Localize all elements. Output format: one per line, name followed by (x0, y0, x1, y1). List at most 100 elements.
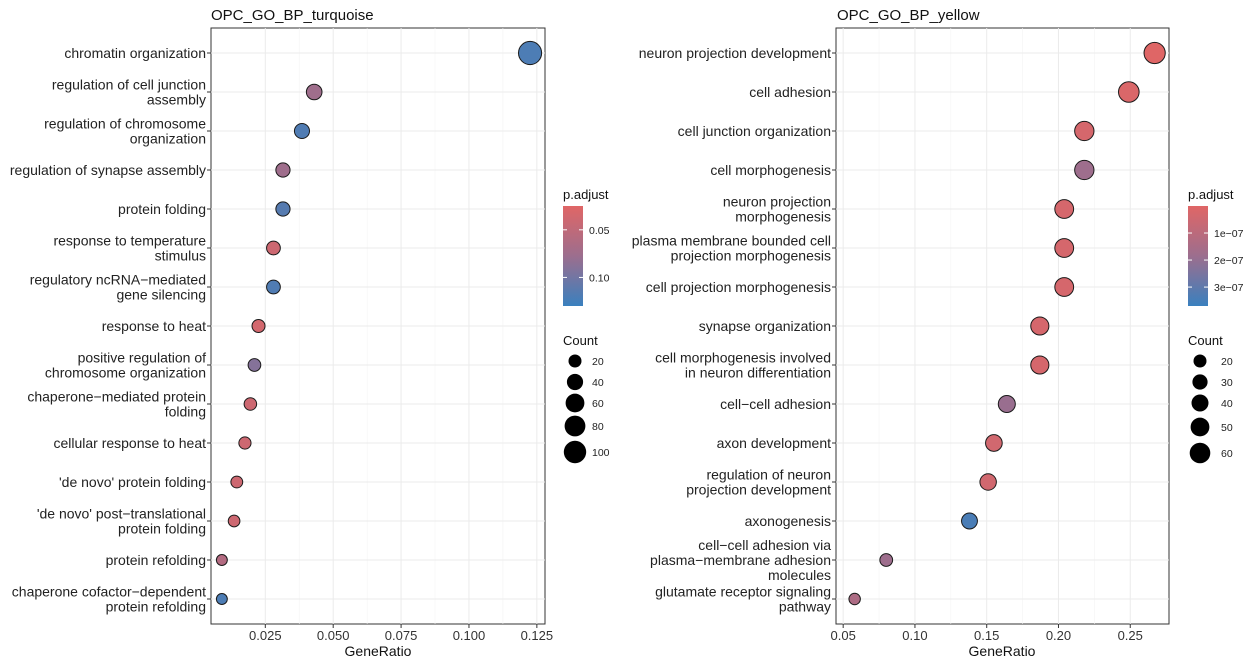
y-tick-label-line: protein folding (118, 521, 206, 537)
y-tick-label: neuron projection morphogenesis (723, 194, 831, 225)
x-tick-label: 0.25 (1118, 628, 1143, 643)
y-tick-label-line: 'de novo' post−translational (37, 506, 206, 522)
size-legend-dot (1192, 374, 1208, 390)
data-point (215, 554, 228, 566)
color-bar (1188, 206, 1208, 306)
data-point (293, 122, 311, 140)
size-legend-dot (1193, 354, 1207, 368)
data-point (1074, 120, 1095, 142)
y-tick-label-line: regulation of cell junction (52, 77, 206, 93)
y-tick-label-line: projection morphogenesis (671, 248, 831, 264)
x-axis-title: GeneRatio (345, 643, 412, 659)
y-tick-label: synapse organization (699, 318, 831, 334)
data-point (247, 358, 262, 372)
size-legend-dot (568, 354, 582, 368)
y-tick-label-line: response to temperature (53, 233, 206, 249)
data-point (985, 434, 1003, 452)
y-tick-label-line: cell morphogenesis (710, 162, 831, 178)
x-axis-title: GeneRatio (969, 643, 1036, 659)
y-tick-label: response to heat (102, 318, 206, 334)
y-tick-label: regulation of neuron projection developme… (686, 467, 831, 498)
y-tick-label: chaperone−mediated protein folding (27, 389, 206, 420)
y-tick-label-line: protein refolding (106, 599, 206, 615)
size-legend-label: 20 (1221, 356, 1233, 368)
y-tick-label: positive regulation of chromosome organiz… (45, 350, 206, 381)
y-tick-label-line: chromatin organization (64, 45, 206, 61)
y-tick-label-line: cellular response to heat (53, 435, 206, 451)
data-point (1054, 199, 1075, 219)
y-tick-label-line: synapse organization (699, 318, 831, 334)
size-legend-title: Count (1188, 333, 1223, 348)
y-tick-label: protein folding (118, 201, 206, 217)
y-tick-label-line: regulation of synapse assembly (10, 162, 206, 178)
y-tick-label: cell morphogenesis involved in neuron dif… (655, 350, 831, 381)
color-bar-label: 0.10 (589, 272, 610, 284)
y-tick-label: cell junction organization (678, 123, 831, 139)
x-tick-label: 0.125 (521, 628, 554, 643)
size-legend-label: 80 (592, 421, 604, 433)
data-point (517, 40, 543, 66)
x-tick-label: 0.15 (974, 628, 999, 643)
data-point (879, 553, 894, 567)
y-tick-label-line: protein folding (118, 201, 206, 217)
color-bar (563, 206, 583, 306)
color-bar-label: 0.05 (589, 225, 610, 237)
y-tick-label-line: stimulus (155, 248, 206, 264)
size-legend-dot (564, 415, 586, 437)
y-tick-label-line: plasma membrane bounded cell (632, 233, 831, 249)
data-point (1054, 238, 1075, 258)
y-tick-label-line: 'de novo' protein folding (59, 474, 206, 490)
y-tick-label-line: response to heat (102, 318, 206, 334)
y-tick-label: response to temperature stimulus (53, 233, 206, 264)
y-tick-label: chaperone cofactor−dependent protein refo… (12, 584, 206, 615)
y-tick-label-line: pathway (779, 599, 831, 615)
size-legend-dot (563, 440, 587, 464)
panel-title: OPC_GO_BP_turquoise (211, 7, 374, 24)
size-legend-dot (566, 373, 584, 391)
data-point (266, 240, 281, 256)
data-point (251, 319, 266, 333)
data-point (1143, 41, 1166, 65)
data-point (230, 475, 244, 489)
x-tick-label: 0.075 (385, 628, 418, 643)
color-legend-title: p.adjust (1188, 187, 1234, 202)
data-point (275, 201, 291, 217)
size-legend-dot (1191, 394, 1209, 412)
y-tick-label: cellular response to heat (53, 435, 206, 451)
x-tick-label: 0.10 (902, 628, 927, 643)
y-tick-label-line: cell morphogenesis involved (655, 350, 831, 366)
y-tick-label: chromatin organization (64, 45, 206, 61)
data-point (238, 436, 252, 450)
y-tick-label: protein refolding (106, 552, 206, 568)
x-tick-label: 0.20 (1046, 628, 1071, 643)
data-point (1118, 81, 1140, 103)
y-tick-label: 'de novo' post−translational protein fold… (37, 506, 206, 537)
size-legend-label: 50 (1221, 422, 1233, 434)
size-legend-label: 40 (592, 377, 604, 389)
y-tick-label-line: folding (165, 404, 206, 420)
data-point (848, 592, 861, 606)
y-tick-label-line: projection development (686, 482, 831, 498)
size-legend-label: 40 (1221, 398, 1233, 410)
data-point (997, 394, 1016, 414)
y-tick-label-line: cell projection morphogenesis (646, 279, 831, 295)
y-tick-label-line: axon development (717, 435, 832, 451)
data-point (1030, 355, 1050, 375)
data-point (1074, 159, 1095, 181)
y-tick-label-line: neuron projection (723, 194, 831, 210)
size-legend-label: 30 (1221, 377, 1233, 389)
size-legend-title: Count (563, 333, 598, 348)
color-bar-label: 3e−07 (1214, 282, 1244, 294)
data-point (961, 512, 978, 530)
y-tick-label-line: regulation of neuron (706, 467, 831, 483)
y-tick-label: regulation of chromosome organization (44, 116, 206, 147)
y-tick-label: cell adhesion (749, 84, 831, 100)
y-tick-label-line: chaperone−mediated protein (27, 389, 206, 405)
y-tick-label: regulation of cell junction assembly (52, 77, 206, 108)
data-point (227, 514, 241, 528)
y-tick-label-line: morphogenesis (735, 209, 831, 225)
y-tick-label-line: gene silencing (116, 287, 206, 303)
y-tick-label-line: chromosome organization (45, 365, 206, 381)
y-tick-label-line: plasma−membrane adhesion (650, 552, 831, 568)
